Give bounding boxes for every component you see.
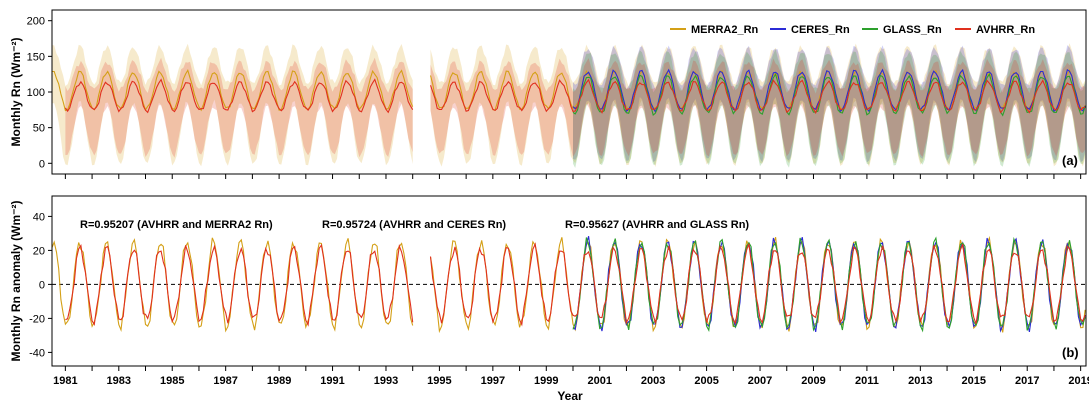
y-tick-label: 0 bbox=[39, 158, 45, 170]
panel-a: 0 50 100 150 200 Monthly Rn (Wm⁻²) (a) MERRA… bbox=[9, 9, 1087, 179]
y-tick-label: -20 bbox=[29, 313, 45, 325]
y-ticks-b: -40 -20 0 20 40 bbox=[29, 211, 52, 359]
legend-label: MERRA2_Rn bbox=[691, 24, 759, 36]
x-ticks-a bbox=[64, 174, 1082, 179]
legend-label: AVHRR_Rn bbox=[976, 24, 1035, 36]
x-tick-label: 2019 bbox=[1068, 375, 1089, 387]
uncertainty-bands-a bbox=[52, 43, 1086, 168]
legend-label: CERES_Rn bbox=[791, 24, 850, 36]
y-ticks-a: 0 50 100 150 200 bbox=[27, 16, 52, 170]
series-lines-a bbox=[52, 68, 1086, 117]
x-tick-label: 2003 bbox=[641, 375, 665, 387]
legend: MERRA2_Rn CERES_Rn GLASS_Rn AVHRR_Rn bbox=[670, 24, 1035, 36]
series-line bbox=[52, 68, 1086, 113]
x-ticks-b: 1981 1983 1985 1987 1989 1991 1993 1995 1997 1999… bbox=[53, 366, 1089, 387]
y-tick-label: 50 bbox=[33, 123, 45, 135]
x-tick-label: 1987 bbox=[213, 375, 237, 387]
x-tick-label: 2013 bbox=[908, 375, 932, 387]
x-tick-label: 1993 bbox=[374, 375, 398, 387]
y-tick-label: -40 bbox=[29, 347, 45, 359]
anomaly-line bbox=[572, 236, 1086, 333]
panel-label-b: (b) bbox=[1062, 345, 1079, 360]
x-tick-label: 1991 bbox=[320, 375, 344, 387]
panel-b: -40 -20 0 20 40 1981 1983 1985 1987 1989 1991 1993… bbox=[9, 195, 1089, 403]
x-tick-label: 2005 bbox=[694, 375, 718, 387]
x-tick-label: 2011 bbox=[855, 375, 879, 387]
x-tick-label: 1983 bbox=[107, 375, 131, 387]
correlation-annotation-merra2: R=0.95207 (AVHRR and MERRA2 Rn) bbox=[80, 219, 273, 231]
x-tick-label: 2009 bbox=[801, 375, 825, 387]
x-tick-label: 1981 bbox=[53, 375, 77, 387]
y-axis-label-b: Monthly Rn anomaly (Wm⁻²) bbox=[9, 201, 23, 362]
correlation-annotation-glass: R=0.95627 (AVHRR and GLASS Rn) bbox=[565, 219, 749, 231]
x-tick-label: 1997 bbox=[481, 375, 505, 387]
legend-label: GLASS_Rn bbox=[883, 24, 942, 36]
series-line bbox=[64, 78, 1086, 115]
uncertainty-band bbox=[573, 45, 1086, 163]
anomaly-line bbox=[65, 242, 1086, 327]
y-tick-label: 200 bbox=[27, 16, 45, 28]
y-tick-label: 40 bbox=[33, 211, 45, 223]
series-lines-b bbox=[51, 235, 1086, 334]
x-tick-label: 2015 bbox=[962, 375, 986, 387]
x-tick-label: 2001 bbox=[587, 375, 611, 387]
y-tick-label: 0 bbox=[39, 279, 45, 291]
x-axis-label: Year bbox=[557, 389, 583, 403]
x-tick-label: 1999 bbox=[534, 375, 558, 387]
y-tick-label: 100 bbox=[27, 87, 45, 99]
x-tick-label: 1995 bbox=[427, 375, 451, 387]
correlation-annotation-ceres: R=0.95724 (AVHRR and CERES Rn) bbox=[322, 219, 506, 231]
x-tick-label: 1989 bbox=[267, 375, 291, 387]
x-tick-label: 2007 bbox=[748, 375, 772, 387]
uncertainty-band bbox=[573, 49, 1086, 168]
plot-frame-b bbox=[51, 195, 1087, 367]
y-tick-label: 20 bbox=[33, 245, 45, 257]
x-tick-label: 1985 bbox=[160, 375, 184, 387]
y-axis-label-a: Monthly Rn (Wm⁻²) bbox=[9, 38, 23, 147]
x-tick-label: 2017 bbox=[1015, 375, 1039, 387]
series-line bbox=[572, 68, 1086, 114]
panel-label-a: (a) bbox=[1062, 153, 1078, 168]
y-tick-label: 150 bbox=[27, 51, 45, 63]
uncertainty-band bbox=[65, 57, 413, 158]
